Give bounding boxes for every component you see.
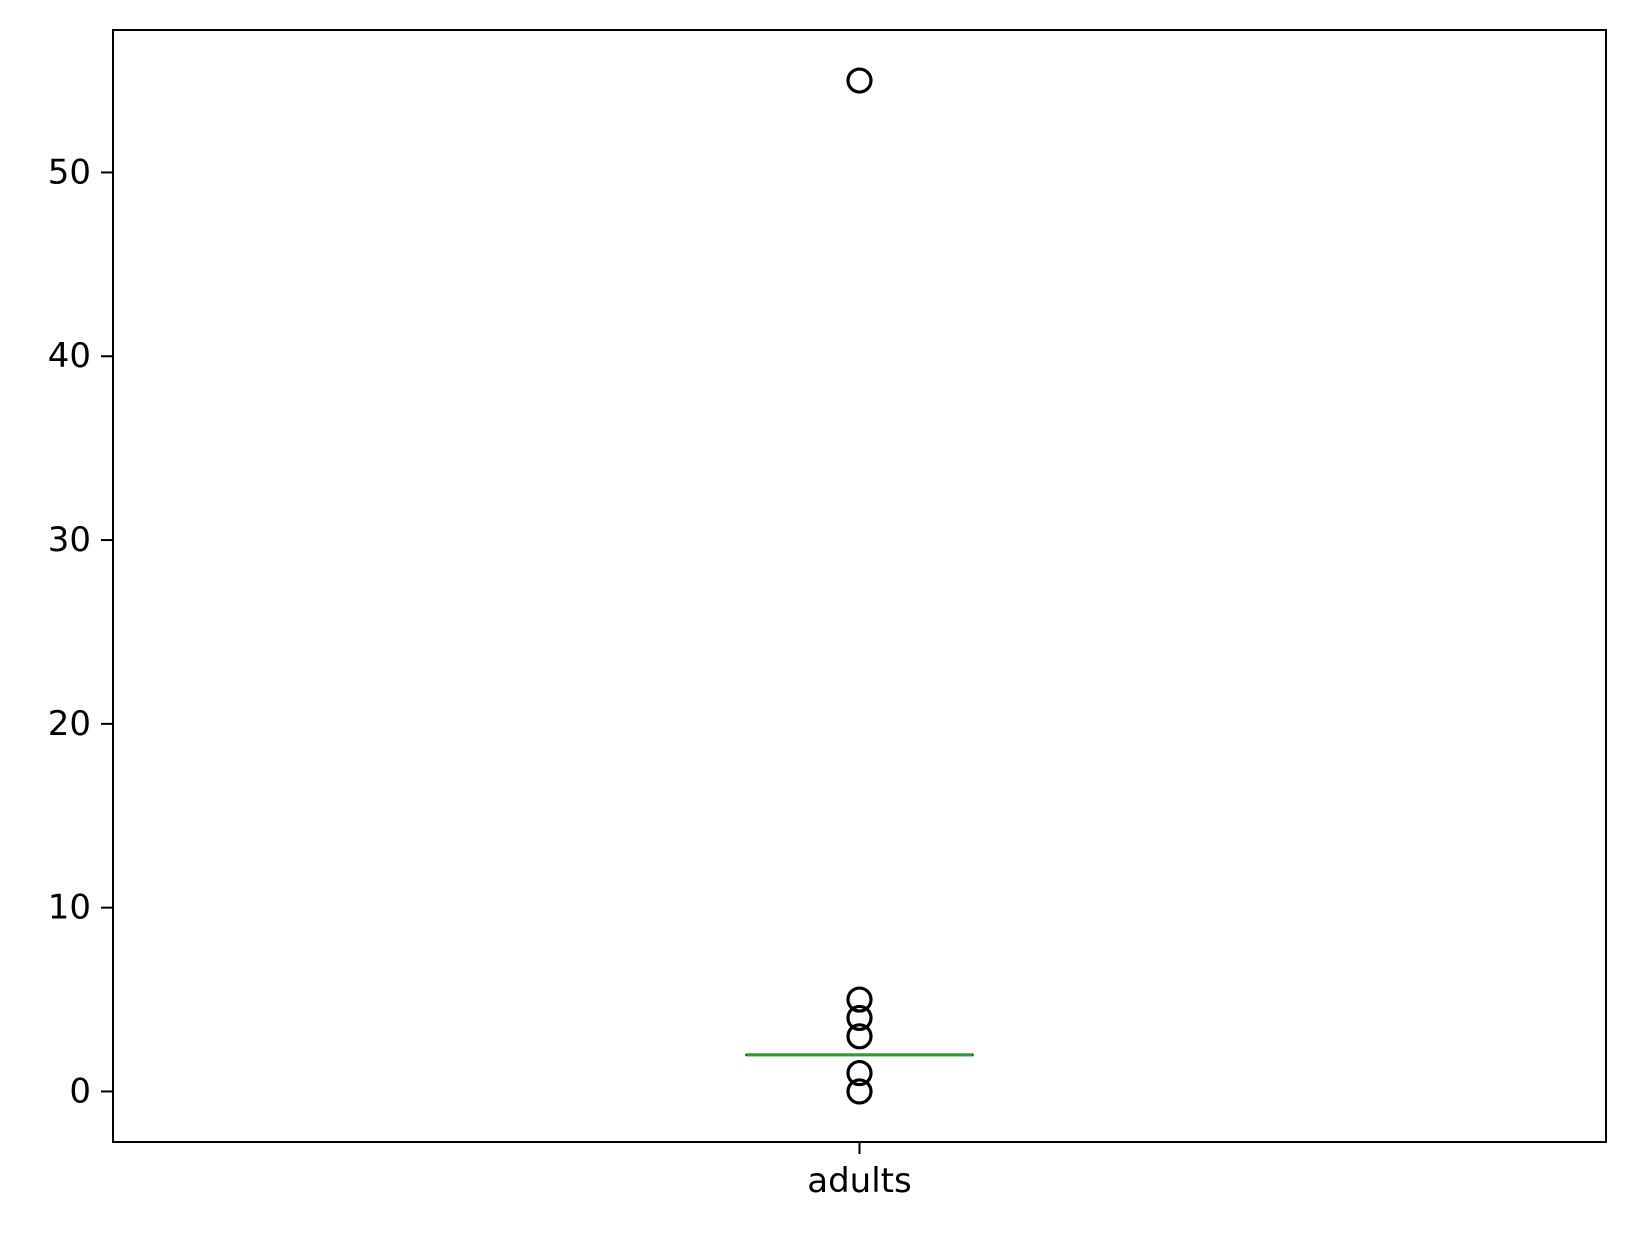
outlier-point xyxy=(846,1004,873,1032)
y-tick-label: 30 xyxy=(48,520,91,560)
y-tick-label: 10 xyxy=(48,888,91,928)
outlier-point xyxy=(846,1023,873,1050)
x-tick-label: adults xyxy=(807,1161,911,1201)
outlier-point xyxy=(846,1059,873,1087)
outlier-point xyxy=(846,67,873,94)
outlier-point xyxy=(846,986,873,1013)
axes: 0 10 20 30 40 50 adults xyxy=(48,29,1607,1201)
box-adults xyxy=(745,67,974,1105)
outlier-point xyxy=(846,1078,873,1105)
y-tick-label: 20 xyxy=(48,704,91,744)
y-tick-label: 50 xyxy=(48,152,91,192)
y-tick-label: 0 xyxy=(69,1071,91,1111)
plot-marks xyxy=(745,67,974,1105)
plot-frame xyxy=(112,29,1607,1143)
y-tick-label: 40 xyxy=(48,336,91,376)
